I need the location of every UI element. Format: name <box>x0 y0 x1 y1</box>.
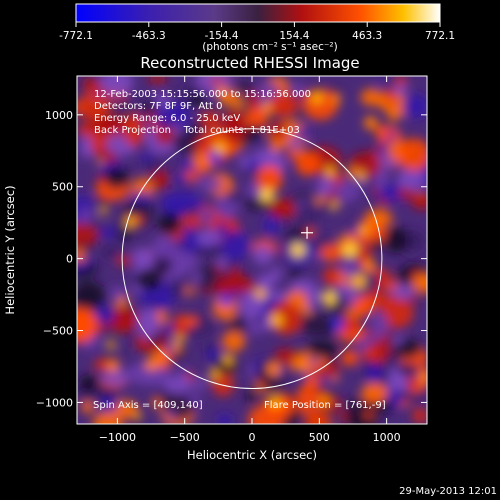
info-line-method: Back Projection Total counts: 1.81E+03 <box>94 125 300 136</box>
colorbar-tick-label: -463.3 <box>132 30 166 42</box>
colorbar-tick-label: 463.3 <box>352 30 382 42</box>
y-tick-label: 500 <box>52 181 73 194</box>
colorbar-tick-label: -154.4 <box>205 30 239 42</box>
x-tick-label: 500 <box>309 431 330 444</box>
colorbar-unit-label: (photons cm⁻² s⁻¹ asec⁻²) <box>202 41 337 53</box>
timestamp: 29-May-2013 12:01 <box>399 486 497 497</box>
x-tick-label: 1000 <box>373 431 401 444</box>
solar-disk-circle <box>121 128 383 390</box>
spin-axis-label: Spin Axis = [409,140] <box>93 400 203 411</box>
colorbar: -772.1 -463.3 -154.4 154.4 463.3 772.1 (photo… <box>59 3 455 53</box>
x-axis-label: Heliocentric X (arcsec) <box>187 448 317 462</box>
info-line-time: 12-Feb-2003 15:15:56.000 to 15:16:56.000 <box>94 89 311 100</box>
x-tick-label: 0 <box>249 431 256 444</box>
info-line-detectors: Detectors: 7F 8F 9F, Att 0 <box>94 101 222 112</box>
colorbar-tick-label: 154.4 <box>279 30 309 42</box>
flare-position-label: Flare Position = [761,-9] <box>264 400 386 411</box>
spin-axis-cross-marker <box>301 226 314 239</box>
colorbar-gradient <box>75 3 441 23</box>
y-tick-label: −500 <box>43 325 73 338</box>
y-axis-label: Heliocentric Y (arcsec) <box>3 185 17 314</box>
y-tick-label: 0 <box>66 253 73 266</box>
y-tick-label: −1000 <box>36 396 73 409</box>
colorbar-tick-label: 772.1 <box>425 30 455 42</box>
info-line-energy: Energy Range: 6.0 - 25.0 keV <box>94 113 240 124</box>
plot-area: −1000 −500 0 500 1000 −1000 −500 0 500 1000 <box>36 75 428 444</box>
info-block: 12-Feb-2003 15:15:56.000 to 15:16:56.000… <box>94 89 311 136</box>
x-tick-label: −1000 <box>99 431 136 444</box>
colorbar-tick-label: -772.1 <box>59 30 93 42</box>
y-tick-label: 1000 <box>45 109 73 122</box>
x-tick-label: −500 <box>170 431 200 444</box>
chart-title: Reconstructed RHESSI Image <box>140 54 359 72</box>
heatmap-image <box>77 76 427 424</box>
